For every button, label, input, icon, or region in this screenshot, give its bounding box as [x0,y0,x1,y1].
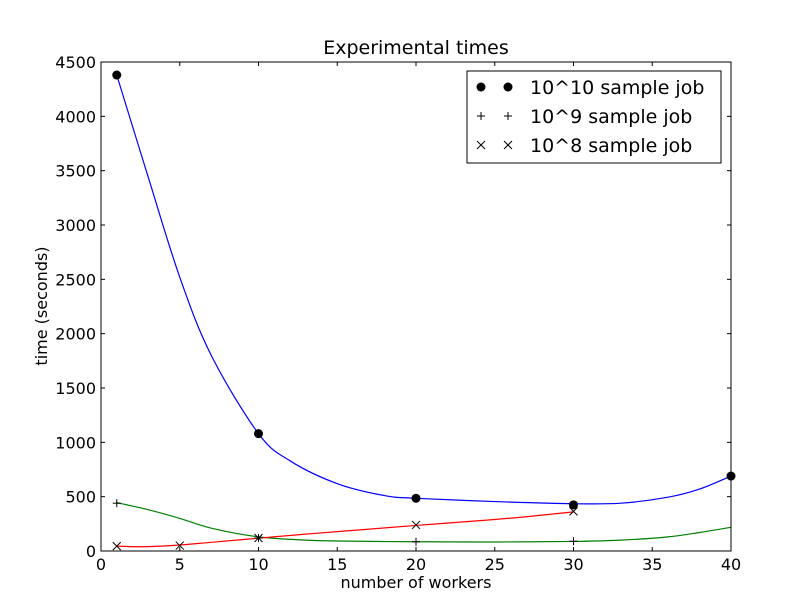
series-3-point-2 [175,541,185,550]
x-tick-label-20: 20 [406,555,426,574]
chart-title: Experimental times [323,37,509,59]
series-3-point-5 [569,506,578,516]
legend-marker-2b [504,112,512,120]
series-1-point-1 [112,70,122,80]
axis-ticks: 0 5 10 15 20 25 30 35 40 0 500 1000 1500 2000 2500 3000… [55,53,741,574]
series-1-point-3 [411,493,421,503]
plot-frame [100,61,732,552]
series-3-point-4 [411,520,421,530]
legend-marker-3a [476,140,486,150]
legend-marker-2a [477,112,485,120]
series-3-fit-line [116,511,574,548]
series-2-fit-line [116,502,732,543]
series-2-point-4 [569,537,578,546]
y-tick-label-0: 0 [86,542,96,561]
series-2-point-1 [112,499,121,508]
x-tick-label-15: 15 [327,555,347,574]
series-1-point-2 [254,429,263,439]
x-tick-label-40: 40 [721,555,741,574]
y-tick-label-4500: 4500 [55,53,96,72]
series-1-point-4 [569,500,578,510]
x-tick-label-0: 0 [96,555,106,574]
legend-marker-3b [503,140,513,150]
x-tick-label-25: 25 [485,555,505,574]
series-1-fit-line [116,74,732,505]
series-2-point-3 [412,537,420,546]
x-tick-label-35: 35 [642,555,662,574]
y-axis-label: time (seconds) [32,246,51,365]
y-tick-label-1500: 1500 [55,379,96,398]
x-tick-label-30: 30 [563,555,583,574]
series-3-point-3 [254,533,263,543]
y-tick-label-1000: 1000 [55,433,96,452]
y-tick-label-4000: 4000 [55,107,96,126]
legend: 10^10 sample job 10^9 sample job 10^8 samp… [466,70,722,164]
y-tick-label-3500: 3500 [55,162,96,181]
legend-label-2: 10^9 sample job [530,106,692,128]
legend-label-1: 10^10 sample job [530,77,704,99]
x-tick-label-5: 5 [175,555,185,574]
fit-curves [116,74,732,548]
legend-marker-1b [503,82,513,92]
x-axis-label: number of workers [341,573,492,592]
legend-label-3: 10^8 sample job [530,135,692,157]
y-tick-label-3000: 3000 [55,216,96,235]
y-tick-label-2500: 2500 [55,270,96,289]
y-tick-label-2000: 2000 [55,325,96,344]
legend-marker-1a [476,82,486,92]
series-3-point-1 [112,541,122,551]
x-tick-label-10: 10 [248,555,268,574]
y-tick-label-500: 500 [65,488,96,507]
